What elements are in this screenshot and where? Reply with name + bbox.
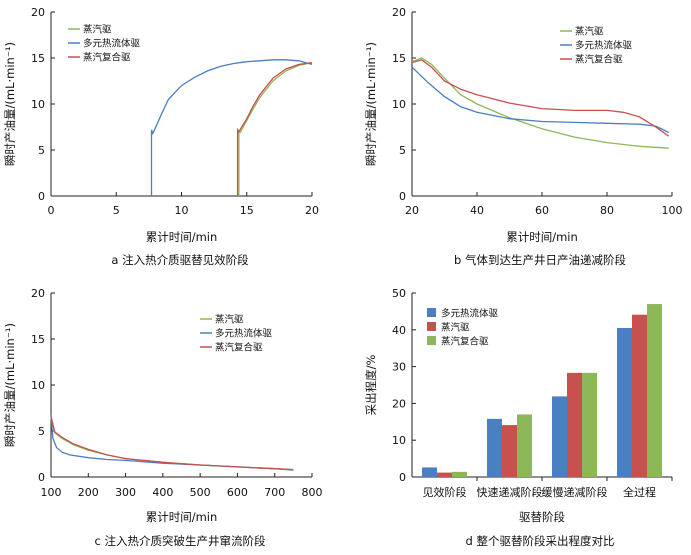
bar xyxy=(452,471,467,477)
y-tick-label: 0 xyxy=(399,190,406,203)
x-tick-label: 300 xyxy=(115,486,136,499)
x-tick-label: 600 xyxy=(227,486,248,499)
x-tick-label: 15 xyxy=(240,204,254,217)
legend-label: 蒸汽驱 xyxy=(575,26,604,38)
y-tick-label: 5 xyxy=(38,144,45,157)
bar xyxy=(647,304,662,477)
legend-label: 蒸汽驱 xyxy=(441,322,470,334)
chart-panel-c: 0 5 10 15 20 100 200 300 400 500 600 700 800 蒸汽驱多元热流体… xyxy=(3,287,323,548)
x-tick-label: 20 xyxy=(305,204,319,217)
x-tick-label: 700 xyxy=(264,486,285,499)
series-line-2 xyxy=(411,66,670,134)
legend-swatch xyxy=(427,308,436,317)
legend-label: 蒸汽驱 xyxy=(215,314,244,326)
series-line-1 xyxy=(50,417,294,471)
y-tick-label: 10 xyxy=(392,98,406,111)
series-line-1 xyxy=(238,61,313,196)
bar xyxy=(422,467,437,477)
x-category-label: 缓慢递减阶段 xyxy=(542,485,608,499)
y-tick-label: 20 xyxy=(31,6,45,19)
figure-caption: d 整个驱替阶段采出程度对比 xyxy=(466,534,615,548)
legend-label: 蒸汽复合驱 xyxy=(575,54,623,66)
x-category-label: 快速递减阶段 xyxy=(477,485,543,499)
figure-caption: c 注入热介质突破生产井窜流阶段 xyxy=(95,534,266,548)
legend-label: 蒸汽复合驱 xyxy=(441,336,489,348)
bar xyxy=(567,372,582,477)
series-line-3 xyxy=(50,416,294,471)
x-tick-label: 500 xyxy=(190,486,211,499)
x-tick-label: 5 xyxy=(113,204,120,217)
y-tick-label: 0 xyxy=(399,471,406,484)
y-axis-title: 瞬时产油量/(mL·min⁻¹) xyxy=(3,42,17,166)
y-tick-label: 5 xyxy=(399,144,406,157)
legend-label: 多元热流体驱 xyxy=(441,308,499,320)
y-axis-title: 采出程度/% xyxy=(364,355,378,416)
series-line-2 xyxy=(150,59,313,196)
x-axis-title: 累计时间/min xyxy=(146,230,218,244)
figure-caption: a 注入热介质驱替见效阶段 xyxy=(111,253,249,267)
y-tick-label: 15 xyxy=(31,333,45,346)
legend-swatch xyxy=(427,322,436,331)
y-tick-label: 40 xyxy=(392,324,406,337)
legend-label: 多元热流体驱 xyxy=(575,40,633,52)
x-tick-label: 0 xyxy=(48,204,55,217)
x-category-label: 全过程 xyxy=(623,485,656,499)
legend-label: 蒸汽复合驱 xyxy=(215,342,263,354)
legend-label: 蒸汽复合驱 xyxy=(83,52,131,64)
y-tick-label: 10 xyxy=(31,98,45,111)
y-axis-title: 瞬时产油量/(mL·min⁻¹) xyxy=(3,323,17,447)
legend-label: 多元热流体驱 xyxy=(215,328,273,340)
x-tick-label: 200 xyxy=(78,486,99,499)
x-axis-title: 驱替阶段 xyxy=(519,510,565,524)
y-tick-label: 15 xyxy=(31,52,45,65)
y-tick-label: 5 xyxy=(38,425,45,438)
x-axis-title: 累计时间/min xyxy=(146,510,218,524)
y-tick-label: 30 xyxy=(392,361,406,374)
series-line-1 xyxy=(411,57,669,149)
bar xyxy=(632,314,647,477)
y-axis-title: 瞬时产油量/(mL·min⁻¹) xyxy=(364,42,378,166)
x-tick-label: 100 xyxy=(662,204,683,217)
y-tick-label: 10 xyxy=(392,434,406,447)
bar xyxy=(502,425,517,477)
y-tick-label: 20 xyxy=(392,6,406,19)
bar xyxy=(617,327,632,477)
bar xyxy=(552,396,567,477)
y-tick-label: 10 xyxy=(31,379,45,392)
x-tick-label: 60 xyxy=(535,204,549,217)
bar xyxy=(582,372,597,477)
y-tick-label: 0 xyxy=(38,190,45,203)
x-tick-label: 40 xyxy=(470,204,484,217)
figure-caption: b 气体到达生产井日产油递减阶段 xyxy=(454,253,626,267)
series-line-2 xyxy=(50,415,294,471)
legend-label: 蒸汽驱 xyxy=(83,24,112,36)
legend-label: 多元热流体驱 xyxy=(83,38,141,50)
x-category-label: 见效阶段 xyxy=(423,485,467,499)
x-tick-label: 800 xyxy=(302,486,323,499)
bar xyxy=(517,414,532,477)
x-tick-label: 10 xyxy=(175,204,189,217)
x-axis-title: 累计时间/min xyxy=(506,230,578,244)
legend-swatch xyxy=(427,336,436,345)
y-tick-label: 0 xyxy=(38,471,45,484)
chart-panel-b: 0 5 10 15 20 20 40 60 80 100 蒸汽驱多元热流体驱蒸汽复合驱累计时间/mi… xyxy=(364,6,683,267)
y-tick-label: 15 xyxy=(392,52,406,65)
bar xyxy=(437,472,452,477)
y-tick-label: 20 xyxy=(31,287,45,300)
chart-panel-d: 0 10 20 30 40 50 见效阶段 快速递减阶段 缓慢递减阶段 全过程 多元热流体驱蒸汽驱蒸… xyxy=(364,287,673,548)
bar xyxy=(487,418,502,477)
series-line-3 xyxy=(236,61,313,196)
x-tick-label: 20 xyxy=(405,204,419,217)
x-tick-label: 100 xyxy=(41,486,62,499)
y-tick-label: 50 xyxy=(392,287,406,300)
x-tick-label: 400 xyxy=(152,486,173,499)
x-tick-label: 80 xyxy=(600,204,614,217)
y-tick-label: 20 xyxy=(392,397,406,410)
series-line-3 xyxy=(411,59,670,137)
